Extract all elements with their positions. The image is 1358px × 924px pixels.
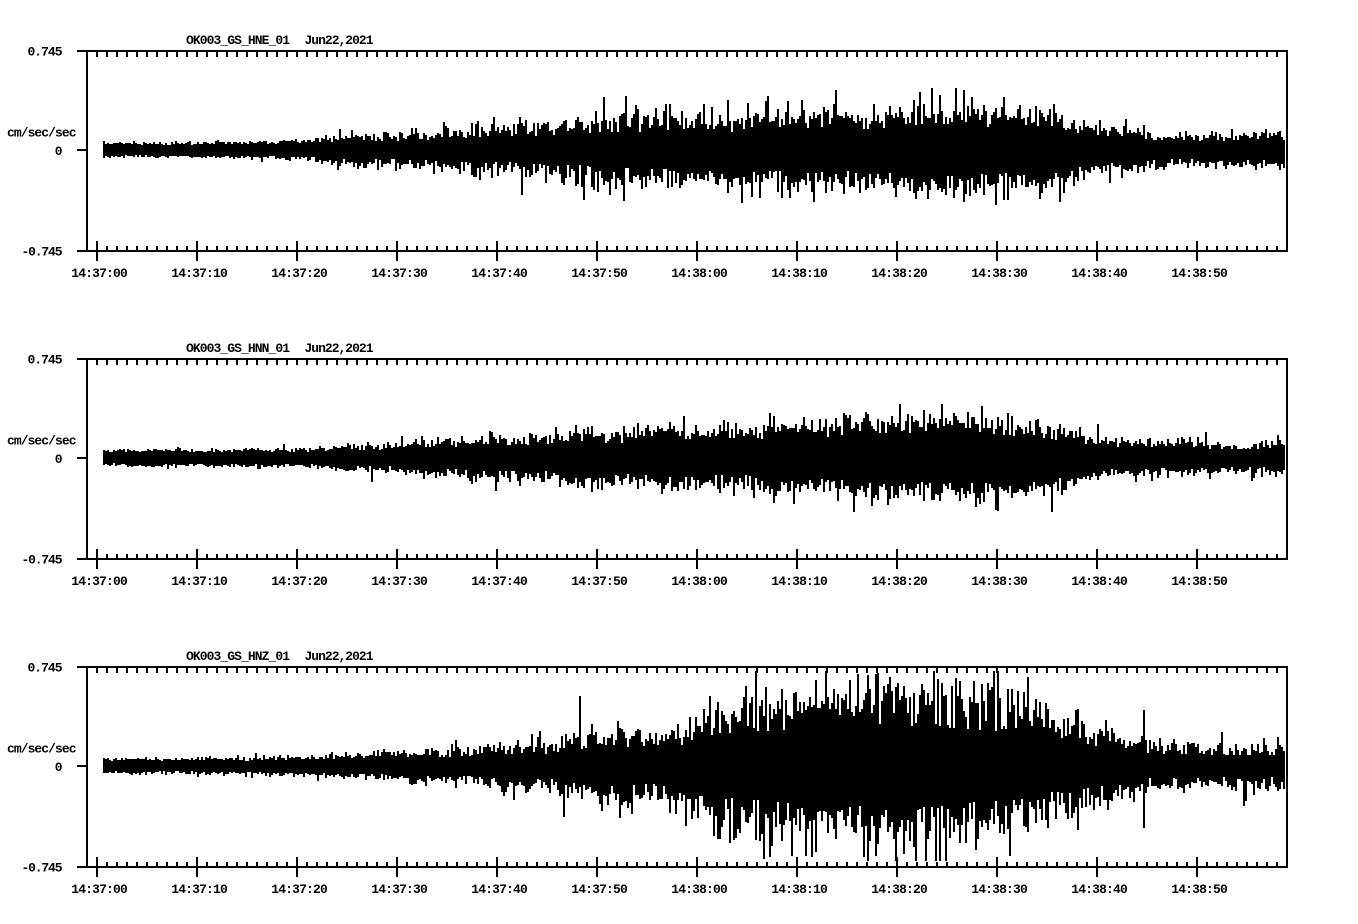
svg-text:14:38:00: 14:38:00	[671, 574, 728, 589]
svg-text:14:37:00: 14:37:00	[71, 882, 128, 897]
svg-text:14:37:10: 14:37:10	[171, 266, 228, 281]
svg-text:14:37:30: 14:37:30	[371, 266, 428, 281]
svg-text:14:38:00: 14:38:00	[671, 882, 728, 897]
svg-text:14:38:10: 14:38:10	[771, 574, 828, 589]
svg-text:14:38:50: 14:38:50	[1171, 574, 1228, 589]
svg-text:14:37:20: 14:37:20	[271, 266, 328, 281]
svg-text:Jun22,2021: Jun22,2021	[305, 33, 374, 48]
svg-text:-0.745: -0.745	[22, 245, 63, 260]
svg-text:0: 0	[55, 760, 63, 775]
svg-text:14:37:20: 14:37:20	[271, 574, 328, 589]
svg-text:14:37:50: 14:37:50	[571, 882, 628, 897]
svg-text:14:38:00: 14:38:00	[671, 266, 728, 281]
svg-text:Jun22,2021: Jun22,2021	[305, 649, 374, 664]
svg-text:14:38:20: 14:38:20	[871, 266, 928, 281]
svg-text:14:37:00: 14:37:00	[71, 574, 128, 589]
svg-text:0: 0	[55, 144, 63, 159]
svg-text:14:37:50: 14:37:50	[571, 266, 628, 281]
svg-text:0.745: 0.745	[28, 45, 63, 60]
svg-text:14:38:40: 14:38:40	[1071, 574, 1128, 589]
svg-text:14:38:20: 14:38:20	[871, 882, 928, 897]
svg-text:14:38:30: 14:38:30	[971, 882, 1028, 897]
svg-text:14:38:40: 14:38:40	[1071, 882, 1128, 897]
svg-text:Jun22,2021: Jun22,2021	[305, 341, 374, 356]
svg-text:cm/sec/sec: cm/sec/sec	[7, 742, 77, 757]
svg-text:cm/sec/sec: cm/sec/sec	[7, 126, 77, 141]
svg-text:14:38:30: 14:38:30	[971, 266, 1028, 281]
svg-text:-0.745: -0.745	[22, 553, 63, 568]
svg-text:14:38:40: 14:38:40	[1071, 266, 1128, 281]
svg-text:14:37:40: 14:37:40	[471, 574, 528, 589]
svg-text:14:38:50: 14:38:50	[1171, 882, 1228, 897]
svg-text:14:38:10: 14:38:10	[771, 266, 828, 281]
svg-text:0: 0	[55, 452, 63, 467]
svg-text:-0.745: -0.745	[22, 861, 63, 876]
svg-text:OK003_GS_HNE_01: OK003_GS_HNE_01	[186, 33, 290, 48]
svg-text:14:37:10: 14:37:10	[171, 574, 228, 589]
svg-text:14:37:30: 14:37:30	[371, 882, 428, 897]
svg-text:14:37:00: 14:37:00	[71, 266, 128, 281]
svg-text:14:37:20: 14:37:20	[271, 882, 328, 897]
svg-text:14:38:10: 14:38:10	[771, 882, 828, 897]
svg-text:cm/sec/sec: cm/sec/sec	[7, 434, 77, 449]
svg-text:14:37:50: 14:37:50	[571, 574, 628, 589]
svg-text:14:38:20: 14:38:20	[871, 574, 928, 589]
svg-text:0.745: 0.745	[28, 353, 63, 368]
svg-text:14:37:40: 14:37:40	[471, 266, 528, 281]
svg-text:14:37:40: 14:37:40	[471, 882, 528, 897]
svg-text:14:37:10: 14:37:10	[171, 882, 228, 897]
svg-text:0.745: 0.745	[28, 661, 63, 676]
svg-text:14:38:30: 14:38:30	[971, 574, 1028, 589]
svg-text:OK003_GS_HNZ_01: OK003_GS_HNZ_01	[186, 649, 290, 664]
svg-text:OK003_GS_HNN_01: OK003_GS_HNN_01	[186, 341, 290, 356]
svg-text:14:37:30: 14:37:30	[371, 574, 428, 589]
svg-text:14:38:50: 14:38:50	[1171, 266, 1228, 281]
